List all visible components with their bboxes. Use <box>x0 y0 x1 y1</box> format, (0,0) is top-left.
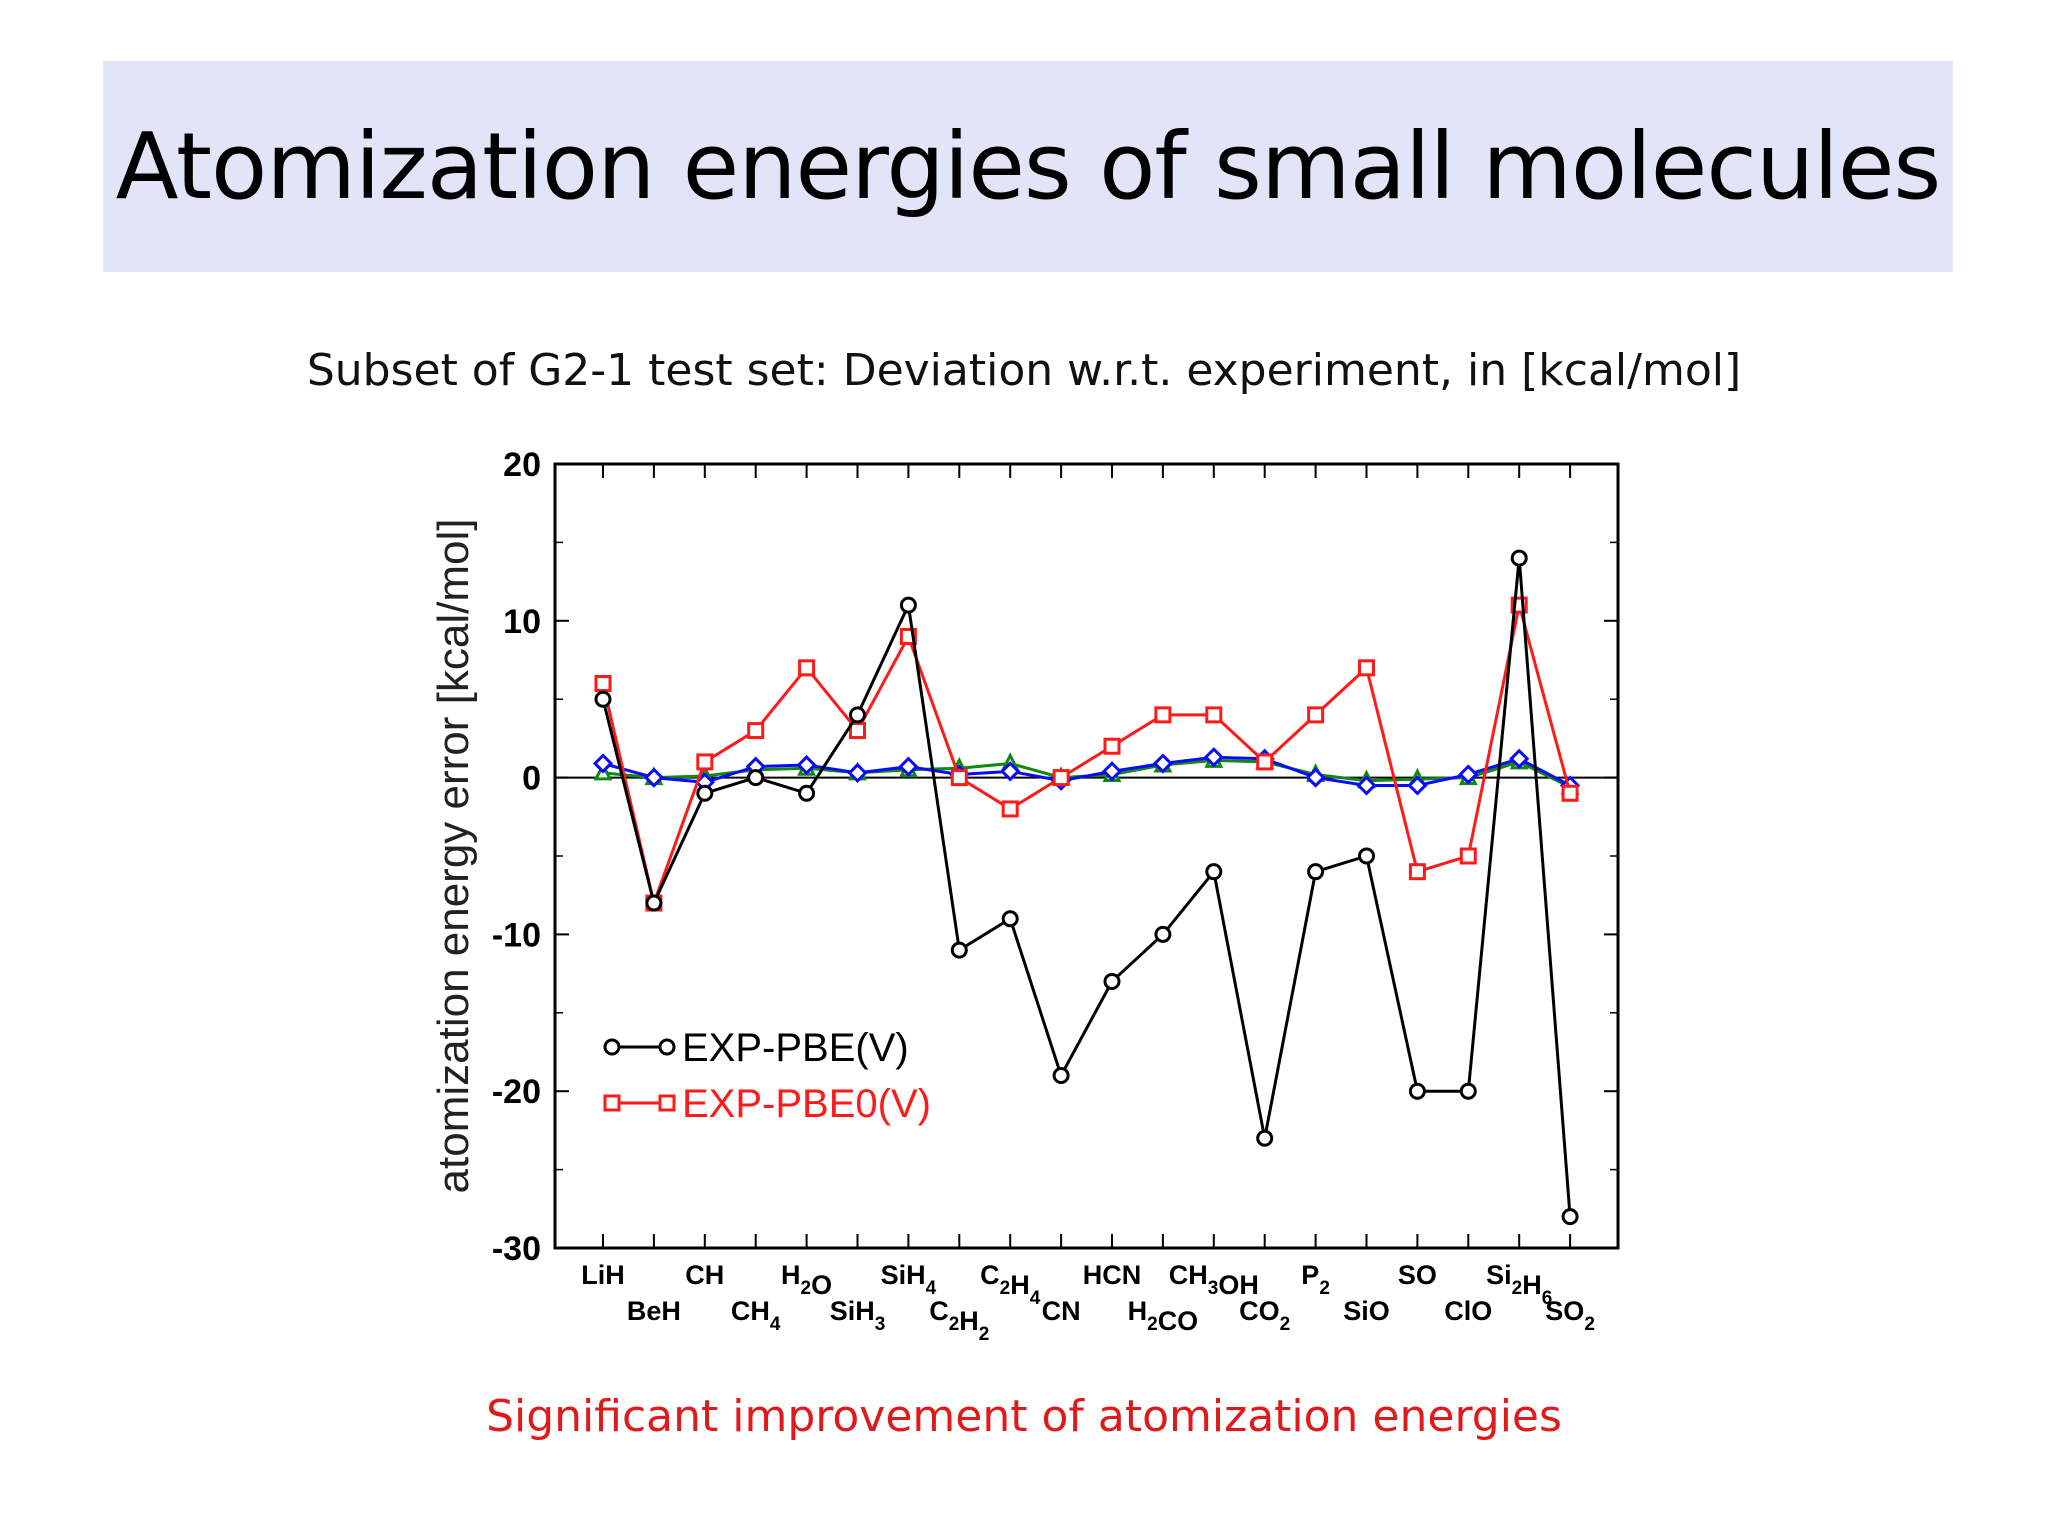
x-tick-label: H2CO <box>1128 1296 1199 1336</box>
data-point <box>1152 753 1174 774</box>
data-point <box>645 894 663 912</box>
data-point <box>796 754 817 776</box>
y-tick-label: 0 <box>522 760 541 798</box>
x-tick-label: C2H2 <box>929 1296 989 1345</box>
x-tick-label: SO2 <box>1545 1296 1595 1335</box>
data-point <box>798 784 816 802</box>
series-diamond <box>592 747 1581 796</box>
data-point <box>1459 847 1477 865</box>
data-point <box>1561 1208 1579 1226</box>
x-tick-label: CH4 <box>731 1296 781 1335</box>
legend-label: EXP-PBE0(V) <box>682 1082 931 1126</box>
data-point <box>849 722 866 740</box>
x-tick-label: P2 <box>1301 1260 1330 1299</box>
x-tick-label: CH <box>685 1260 724 1290</box>
data-point <box>1510 549 1528 567</box>
legend-marker <box>603 1038 621 1056</box>
data-point <box>1103 737 1121 755</box>
data-point <box>1358 659 1375 677</box>
data-point <box>1001 800 1019 818</box>
legend-label: EXP-PBE(V) <box>682 1026 909 1070</box>
data-point <box>1205 706 1223 724</box>
data-point <box>1101 761 1123 782</box>
data-point <box>849 706 866 724</box>
y-tick-label: 20 <box>503 446 541 484</box>
y-tick-label: -30 <box>492 1230 541 1268</box>
data-point <box>1001 910 1019 928</box>
data-point <box>1358 847 1375 865</box>
data-point <box>1408 1082 1426 1100</box>
data-point <box>950 941 968 959</box>
data-point <box>1256 1129 1274 1147</box>
data-point <box>898 756 919 777</box>
x-tick-label: BeH <box>627 1296 681 1326</box>
data-point <box>1256 753 1274 771</box>
y-tick-label: 10 <box>503 603 541 641</box>
x-tick-label: H2O <box>781 1260 832 1300</box>
plot-frame <box>553 462 1620 1250</box>
series-exp-pbe0-v- <box>594 596 1579 912</box>
x-tick-label: ClO <box>1444 1296 1492 1326</box>
y-tick-label: -20 <box>492 1073 541 1111</box>
data-point <box>1307 863 1325 881</box>
data-point <box>1509 748 1530 769</box>
series-triangle <box>593 748 1580 795</box>
slide-title: Atomization energies of small molecules <box>115 113 1942 220</box>
x-tick-label: C2H4 <box>980 1260 1041 1309</box>
legend-marker <box>603 1094 621 1112</box>
legend-marker <box>658 1038 676 1056</box>
data-point <box>1154 925 1172 943</box>
data-point <box>696 753 714 771</box>
data-point <box>1408 863 1426 881</box>
data-point <box>1356 775 1377 796</box>
data-point <box>1305 767 1326 788</box>
data-point <box>592 753 614 774</box>
data-point <box>1561 784 1579 802</box>
title-band: Atomization energies of small molecules <box>103 61 1953 272</box>
legend-marker <box>658 1094 676 1112</box>
x-tick-label: SO <box>1398 1260 1437 1290</box>
series-line <box>601 604 1572 909</box>
chart-content: -30 -20 -10 0 10 20 LiHBeHCHCH4H2OSiH3SiH4C2H2… <box>429 446 1620 1345</box>
x-tick-label: SiH4 <box>881 1260 937 1299</box>
data-point <box>747 722 765 740</box>
x-tick-label: SiO <box>1343 1296 1390 1326</box>
series-line <box>601 557 1572 1217</box>
data-point <box>899 596 917 614</box>
y-axis-label: atomization energy error [kcal/mol] <box>429 519 478 1194</box>
x-tick-label: CN <box>1042 1296 1081 1326</box>
data-point <box>1052 1067 1070 1085</box>
data-point <box>747 769 765 787</box>
y-tick-label: -10 <box>492 916 541 954</box>
data-point <box>1307 706 1325 724</box>
data-point <box>1000 761 1021 782</box>
x-tick-label: SiH3 <box>830 1296 886 1335</box>
x-tick-label: Si2H6 <box>1486 1260 1552 1309</box>
data-point <box>594 675 612 693</box>
data-point <box>1459 1082 1477 1100</box>
data-point <box>594 690 612 708</box>
slide-footnote: Significant improvement of atomization e… <box>486 1391 1562 1442</box>
data-point <box>696 784 714 802</box>
slide-subtitle: Subset of G2-1 test set: Deviation w.r.t… <box>306 345 1742 396</box>
data-point <box>1154 706 1172 724</box>
data-point <box>950 769 968 787</box>
data-point <box>1052 769 1070 787</box>
data-point <box>1203 747 1224 768</box>
data-point <box>1407 775 1428 796</box>
series-exp-pbe-v- <box>594 549 1579 1226</box>
data-point <box>643 767 665 788</box>
data-point <box>1458 764 1479 785</box>
data-point <box>847 762 868 784</box>
data-point <box>1205 863 1223 881</box>
x-tick-label: HCN <box>1083 1260 1142 1290</box>
data-point <box>798 659 816 677</box>
data-point <box>1103 972 1121 990</box>
x-tick-label: CO2 <box>1239 1296 1290 1335</box>
x-tick-label: CH3OH <box>1169 1260 1259 1300</box>
x-tick-label: LiH <box>581 1260 625 1290</box>
